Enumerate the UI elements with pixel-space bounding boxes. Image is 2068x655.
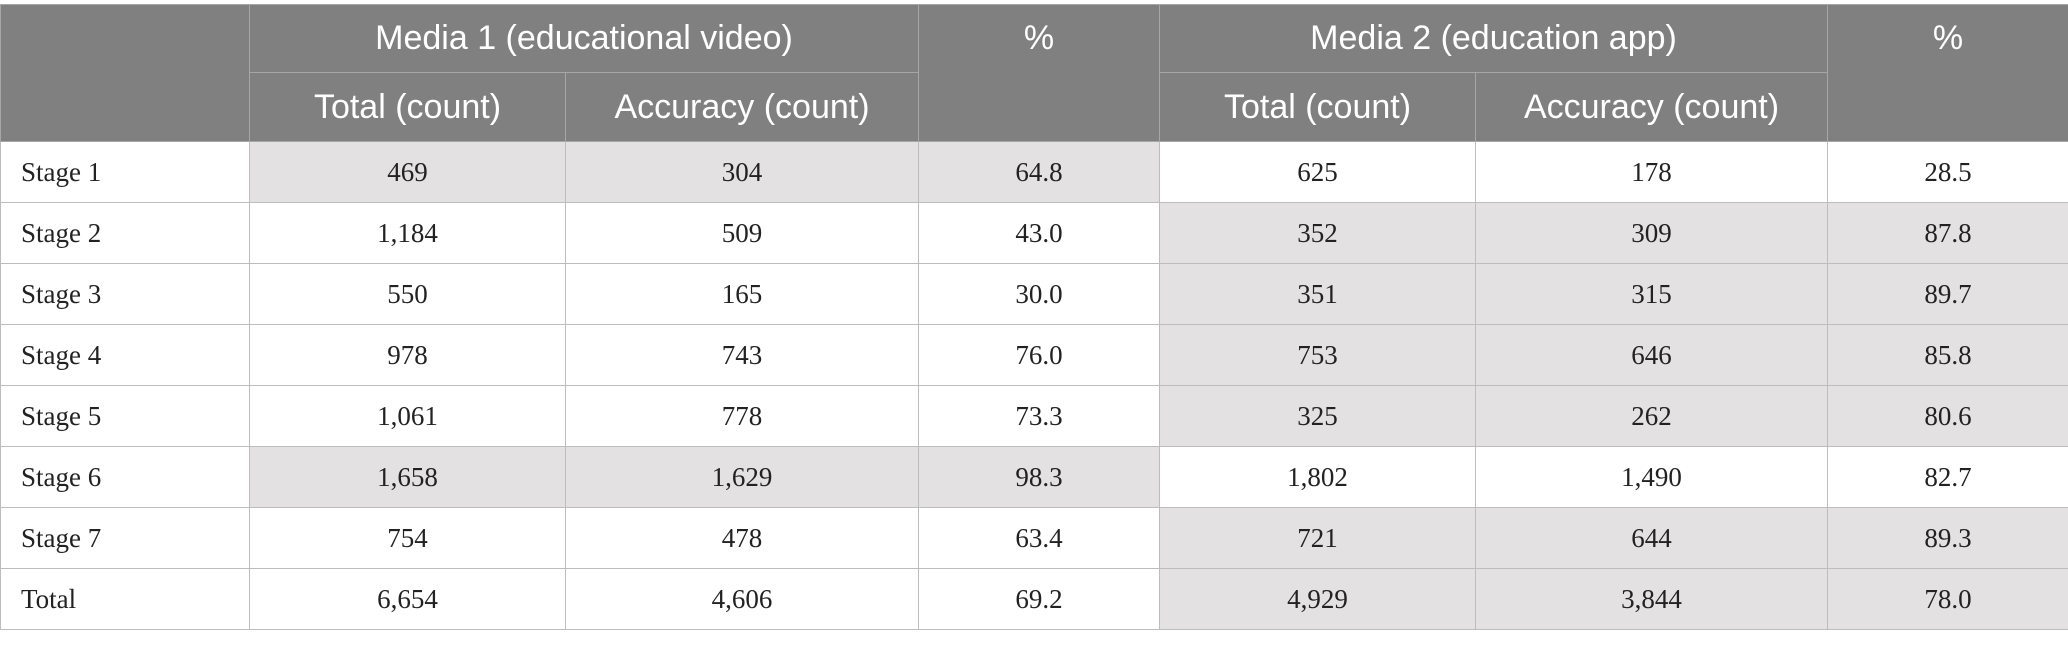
header-media2-accuracy: Accuracy (count): [1476, 73, 1828, 142]
media2-total-cell: 325: [1160, 386, 1476, 447]
header-media1: Media 1 (educational video): [250, 5, 919, 73]
media2-accuracy-cell: 1,490: [1476, 447, 1828, 508]
stage-cell: Stage 6: [1, 447, 250, 508]
media2-percent-cell: 85.8: [1828, 325, 2068, 386]
media2-total-cell: 753: [1160, 325, 1476, 386]
media1-accuracy-cell: 304: [566, 142, 919, 203]
media2-percent-cell: 78.0: [1828, 569, 2068, 630]
media1-total-cell: 1,658: [250, 447, 566, 508]
media1-percent-cell: 98.3: [919, 447, 1160, 508]
media1-total-cell: 550: [250, 264, 566, 325]
media1-accuracy-cell: 778: [566, 386, 919, 447]
stage-cell: Stage 1: [1, 142, 250, 203]
stage-cell: Stage 4: [1, 325, 250, 386]
media2-accuracy-cell: 646: [1476, 325, 1828, 386]
media1-percent-cell: 30.0: [919, 264, 1160, 325]
media1-accuracy-cell: 509: [566, 203, 919, 264]
media2-accuracy-cell: 644: [1476, 508, 1828, 569]
media1-accuracy-cell: 4,606: [566, 569, 919, 630]
media2-total-cell: 351: [1160, 264, 1476, 325]
results-table: Media 1 (educational video) % Media 2 (e…: [0, 4, 2068, 630]
media1-accuracy-cell: 743: [566, 325, 919, 386]
media2-percent-cell: 89.3: [1828, 508, 2068, 569]
media2-total-cell: 352: [1160, 203, 1476, 264]
media1-total-cell: 1,184: [250, 203, 566, 264]
header-media1-percent: %: [919, 5, 1160, 142]
media1-total-cell: 1,061: [250, 386, 566, 447]
media2-accuracy-cell: 178: [1476, 142, 1828, 203]
media2-accuracy-cell: 309: [1476, 203, 1828, 264]
media1-total-cell: 754: [250, 508, 566, 569]
stage-cell: Stage 2: [1, 203, 250, 264]
media1-accuracy-cell: 165: [566, 264, 919, 325]
stage-cell: Stage 7: [1, 508, 250, 569]
media2-accuracy-cell: 3,844: [1476, 569, 1828, 630]
header-media2-total: Total (count): [1160, 73, 1476, 142]
media2-percent-cell: 80.6: [1828, 386, 2068, 447]
media2-percent-cell: 82.7: [1828, 447, 2068, 508]
media2-total-cell: 4,929: [1160, 569, 1476, 630]
media1-total-cell: 978: [250, 325, 566, 386]
media1-total-cell: 469: [250, 142, 566, 203]
media2-total-cell: 1,802: [1160, 447, 1476, 508]
media2-accuracy-cell: 315: [1476, 264, 1828, 325]
header-corner: [1, 5, 250, 142]
header-media2: Media 2 (education app): [1160, 5, 1828, 73]
media1-percent-cell: 76.0: [919, 325, 1160, 386]
media2-percent-cell: 28.5: [1828, 142, 2068, 203]
stage-cell: Stage 5: [1, 386, 250, 447]
media2-percent-cell: 87.8: [1828, 203, 2068, 264]
media2-total-cell: 721: [1160, 508, 1476, 569]
table-header: Media 1 (educational video) % Media 2 (e…: [1, 5, 2068, 142]
media1-accuracy-cell: 478: [566, 508, 919, 569]
media2-accuracy-cell: 262: [1476, 386, 1828, 447]
media1-percent-cell: 64.8: [919, 142, 1160, 203]
stage-cell: Total: [1, 569, 250, 630]
stage-cell: Stage 3: [1, 264, 250, 325]
media1-percent-cell: 63.4: [919, 508, 1160, 569]
media2-percent-cell: 89.7: [1828, 264, 2068, 325]
header-media1-total: Total (count): [250, 73, 566, 142]
media1-total-cell: 6,654: [250, 569, 566, 630]
header-row-groups: Media 1 (educational video) % Media 2 (e…: [1, 5, 2068, 73]
media1-percent-cell: 43.0: [919, 203, 1160, 264]
media1-percent-cell: 69.2: [919, 569, 1160, 630]
media1-percent-cell: 73.3: [919, 386, 1160, 447]
header-media2-percent: %: [1828, 5, 2068, 142]
media1-accuracy-cell: 1,629: [566, 447, 919, 508]
header-media1-accuracy: Accuracy (count): [566, 73, 919, 142]
media2-total-cell: 625: [1160, 142, 1476, 203]
